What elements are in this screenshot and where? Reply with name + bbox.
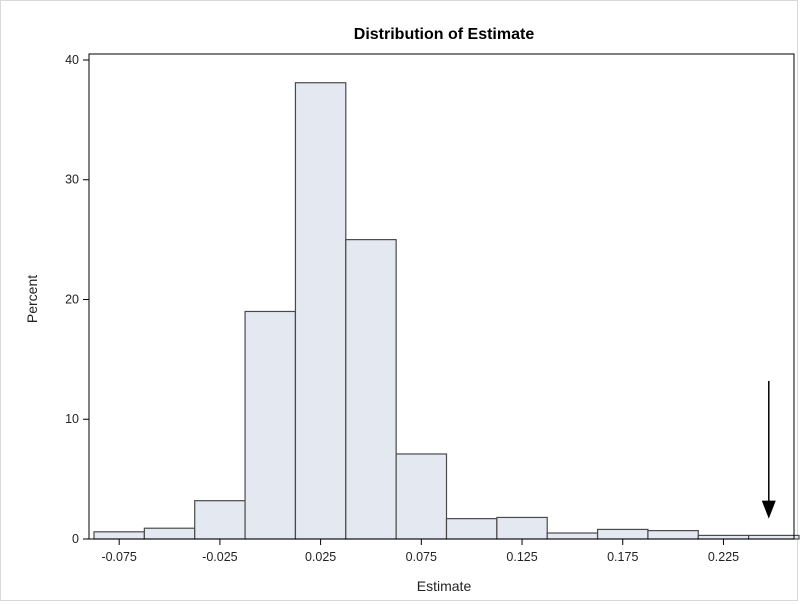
- histogram-bar-7: [445, 518, 498, 540]
- x-tick-label-4: 0.125: [506, 550, 537, 564]
- x-tick-label-3: 0.075: [406, 550, 437, 564]
- histogram-bar-1: [143, 527, 196, 540]
- histogram-bar-13: [748, 534, 800, 540]
- chart-title: Distribution of Estimate: [354, 26, 535, 43]
- histogram-bar-9: [546, 532, 599, 540]
- y-tick-label-3: 30: [65, 173, 79, 187]
- x-axis-label: Estimate: [417, 578, 472, 594]
- x-tick-label-6: 0.225: [708, 550, 739, 564]
- histogram-bar-11: [647, 530, 699, 540]
- y-tick-label-2: 20: [65, 292, 79, 306]
- histogram-bar-12: [697, 534, 750, 540]
- y-tick-label-4: 40: [65, 53, 79, 67]
- axes-group: 0 10 20 30 40 -0.075 -0.025 0.025 0.075 0.125 0.17…: [65, 53, 795, 564]
- histogram-bar-6: [395, 453, 448, 540]
- histogram-bar-4: [294, 82, 347, 540]
- x-tick-label-0: -0.075: [101, 550, 136, 564]
- histogram-bar-10: [596, 528, 649, 540]
- histogram-bar-0: [93, 531, 145, 540]
- x-tick-label-1: -0.025: [202, 550, 237, 564]
- histogram-bar-2: [194, 500, 246, 540]
- histogram-bar-3: [244, 310, 297, 540]
- plot-border: [88, 53, 795, 540]
- annotation-arrow-head: [761, 500, 776, 519]
- histogram-bar-8: [496, 516, 548, 540]
- y-tick-label-0: 0: [72, 532, 79, 546]
- y-axis-label: Percent: [24, 275, 40, 323]
- annotation-group: [761, 380, 776, 519]
- bars-group: [93, 82, 800, 540]
- x-tick-label-5: 0.175: [607, 550, 638, 564]
- y-tick-label-1: 10: [65, 412, 79, 426]
- histogram-bar-5: [345, 239, 397, 540]
- x-tick-label-2: 0.025: [305, 550, 336, 564]
